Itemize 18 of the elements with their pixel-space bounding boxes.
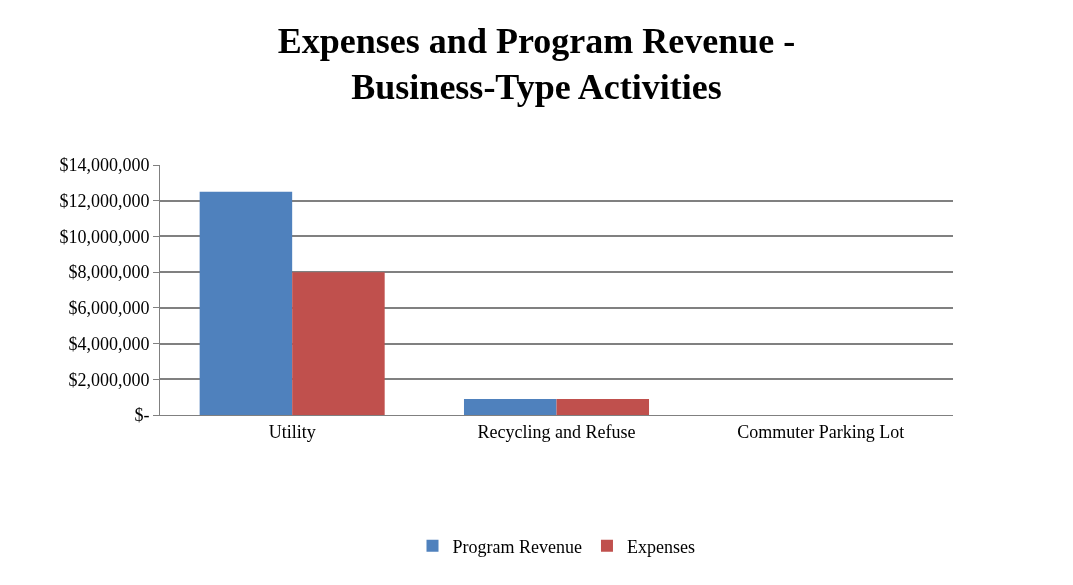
bar xyxy=(463,398,557,415)
y-tick-label: $8,000,000 xyxy=(68,262,150,283)
legend-label: Program Revenue xyxy=(452,536,582,557)
x-tick-label: Recycling and Refuse xyxy=(477,421,636,442)
y-tick-label: $2,000,000 xyxy=(68,369,150,390)
y-tick-label: $4,000,000 xyxy=(68,333,150,354)
bar xyxy=(292,272,385,415)
legend-label: Expenses xyxy=(626,536,695,557)
y-tick-label: $14,000,000 xyxy=(59,155,150,176)
x-tick-label: Utility xyxy=(268,421,316,442)
bar xyxy=(199,191,293,415)
y-tick-label: $- xyxy=(134,405,150,426)
y-tick-label: $6,000,000 xyxy=(68,298,150,319)
bar xyxy=(556,398,650,415)
y-tick-label: $12,000,000 xyxy=(59,191,150,212)
x-tick-label: Commuter Parking Lot xyxy=(737,421,905,442)
chart-title: Expenses and Program Revenue - Business-Type Activities xyxy=(277,20,796,108)
y-tick-label: $10,000,000 xyxy=(59,226,150,247)
